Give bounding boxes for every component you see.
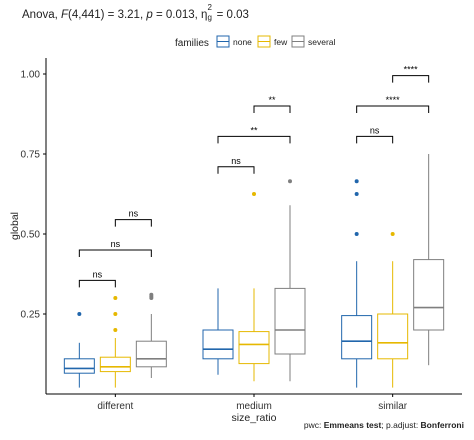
title-df: (4,441) = 3.21, [68,9,147,21]
box-iqr [413,259,445,331]
legend: families none few several [175,35,336,49]
y-tick-label: 0.25 [21,310,41,321]
outlier-point [390,232,395,236]
bracket-line [253,105,291,113]
y-tick-label: 1.00 [21,70,41,81]
bracket-label: ns [93,269,103,279]
box-several-medium [274,179,306,382]
x-axis-label: size_ratio [232,412,277,424]
title-eta-value: = 0.03 [213,9,249,21]
bracket-label: **** [404,65,419,75]
axes: 0.25 0.50 0.75 1.00 different medium similar si… [9,58,462,424]
outlier-point [77,312,82,316]
bracket-label: ** [268,95,276,105]
bracket-line [217,166,255,174]
bracket-label: **** [386,95,401,105]
box-iqr [63,358,95,374]
y-axis-label: global [9,212,21,240]
bracket-line [114,219,152,227]
box-none-different [63,312,95,388]
bracket-line [78,279,116,288]
caption-prefix: pwc: [303,420,324,430]
title-p-symbol: p [146,9,153,21]
legend-label-several: several [308,37,336,47]
box-few-different [99,296,131,388]
title-prefix: Anova, [22,9,61,21]
boxes [63,154,445,388]
bracket-line [356,135,394,144]
significance-bracket: ns [78,239,152,257]
box-several-different [135,292,167,378]
outlier-point [113,312,118,316]
bracket-label: ns [231,156,241,166]
significance-bracket: ns [217,156,255,174]
box-iqr [99,356,131,373]
significance-bracket: **** [392,65,430,83]
box-iqr [274,287,306,355]
bracket-line [392,75,430,83]
outlier-point [354,179,359,184]
title-eta-subscript: g [207,13,212,22]
significance-bracket: ns [356,125,394,144]
box-iqr [202,329,234,360]
caption-test: Emmeans test [323,420,382,430]
box-none-similar [341,179,373,388]
box-iqr [341,315,373,360]
x-tick-label-similar: similar [378,401,408,412]
box-iqr [238,331,270,365]
outlier-point [288,179,292,184]
significance-bracket: ns [78,269,116,288]
significance-bracket: ** [253,95,291,113]
box-several-similar [413,154,445,366]
bracket-line [217,135,291,144]
caption-adjust: Bonferroni [420,420,464,430]
legend-title: families [175,38,209,49]
box-iqr [135,340,167,368]
bracket-label: ** [250,125,258,135]
title-eta-superscript: 2 [207,3,212,12]
significance-bracket: ns [114,209,152,227]
outlier-point [149,292,154,297]
bracket-line [356,105,430,113]
bracket-line [78,249,152,257]
outlier-point [252,192,256,196]
outlier-point [354,232,359,236]
title-stat: F [61,9,69,21]
title-eta: η [201,9,208,21]
caption-mid: ; p.adjust: [381,420,421,430]
y-tick-label: 0.75 [21,150,41,161]
legend-label-few: few [274,37,288,47]
outlier-point [113,296,118,300]
title-p-value: = 0.013, [152,9,202,21]
legend-label-none: none [233,37,252,47]
bracket-label: ns [111,239,121,249]
outlier-point [354,192,359,196]
outlier-point [113,328,118,332]
x-tick-label-different: different [97,401,133,412]
box-iqr [377,313,409,360]
box-few-medium [238,192,270,382]
box-none-medium [202,288,234,375]
significance-bracket: **** [356,95,430,113]
y-tick-label: 0.50 [21,230,41,241]
significance-bracket: ** [217,125,291,144]
box-few-similar [377,232,409,388]
bracket-label: ns [370,125,380,135]
x-tick-label-medium: medium [236,401,272,412]
bracket-label: ns [129,209,139,219]
caption: pwc: Emmeans test; p.adjust: Bonferroni [304,420,464,430]
